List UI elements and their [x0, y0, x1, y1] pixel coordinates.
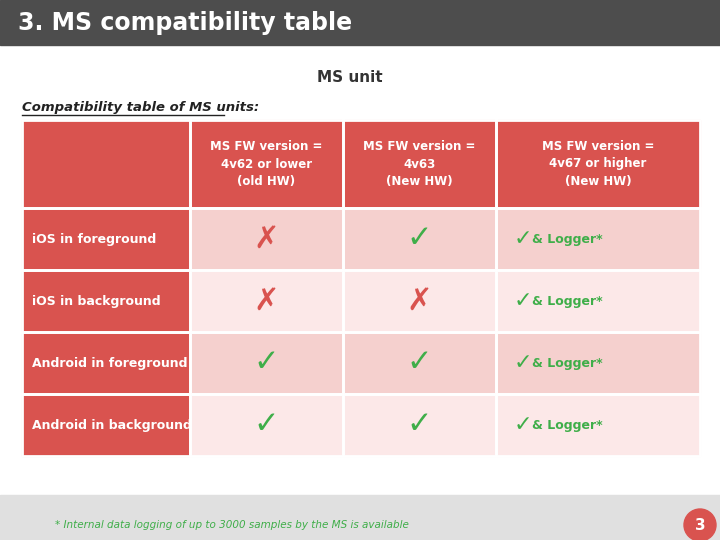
Bar — [343, 332, 496, 394]
Bar — [343, 270, 496, 332]
Bar — [190, 120, 343, 208]
Text: ✓: ✓ — [514, 415, 533, 435]
Text: ✓: ✓ — [407, 410, 432, 440]
Text: 3: 3 — [695, 517, 706, 532]
Text: ✓: ✓ — [407, 225, 432, 253]
Text: Android in background: Android in background — [32, 418, 192, 431]
Text: ✓: ✓ — [407, 348, 432, 377]
Text: MS unit: MS unit — [318, 71, 383, 85]
Bar — [343, 120, 496, 208]
Text: & Logger*: & Logger* — [532, 356, 603, 369]
Circle shape — [684, 509, 716, 540]
Text: & Logger*: & Logger* — [532, 418, 603, 431]
Bar — [496, 332, 700, 394]
Bar — [22, 120, 190, 208]
Bar — [190, 208, 343, 270]
Bar — [343, 332, 496, 394]
Bar — [190, 394, 343, 456]
Text: ✓: ✓ — [253, 410, 279, 440]
Bar — [22, 208, 190, 270]
Text: MS FW version =
4v63
(New HW): MS FW version = 4v63 (New HW) — [364, 139, 476, 188]
Bar — [0, 495, 720, 540]
Bar — [343, 208, 496, 270]
Text: ✓: ✓ — [514, 229, 533, 249]
Bar — [343, 270, 496, 332]
Text: Android in foreground: Android in foreground — [32, 356, 187, 369]
Bar — [343, 394, 496, 456]
Bar — [190, 270, 343, 332]
Bar — [190, 270, 343, 332]
Bar — [22, 270, 190, 332]
Bar — [496, 120, 700, 208]
Bar — [190, 332, 343, 394]
Bar — [496, 208, 700, 270]
Bar — [496, 394, 700, 456]
Bar — [190, 394, 343, 456]
Text: ✗: ✗ — [407, 287, 432, 315]
Bar — [22, 208, 190, 270]
Bar — [0, 0, 720, 45]
Bar — [22, 394, 190, 456]
Bar — [190, 208, 343, 270]
Bar — [343, 120, 496, 208]
Bar — [496, 120, 700, 208]
Text: MS FW version =
4v67 or higher
(New HW): MS FW version = 4v67 or higher (New HW) — [542, 139, 654, 188]
Bar — [22, 270, 190, 332]
Text: ✓: ✓ — [253, 348, 279, 377]
Bar — [22, 120, 190, 208]
Bar — [343, 394, 496, 456]
Bar — [190, 120, 343, 208]
Bar — [496, 208, 700, 270]
Text: iOS in background: iOS in background — [32, 294, 161, 307]
Text: & Logger*: & Logger* — [532, 233, 603, 246]
Text: ✓: ✓ — [514, 353, 533, 373]
Bar — [22, 332, 190, 394]
Bar — [496, 394, 700, 456]
Bar — [496, 270, 700, 332]
Bar — [496, 270, 700, 332]
Bar — [22, 332, 190, 394]
Text: * Internal data logging of up to 3000 samples by the MS is available: * Internal data logging of up to 3000 sa… — [55, 520, 409, 530]
Text: iOS in foreground: iOS in foreground — [32, 233, 156, 246]
Text: MS FW version =
4v62 or lower
(old HW): MS FW version = 4v62 or lower (old HW) — [210, 139, 323, 188]
Text: 3. MS compatibility table: 3. MS compatibility table — [18, 11, 352, 35]
Text: ✓: ✓ — [514, 291, 533, 311]
Bar — [343, 208, 496, 270]
Text: ✗: ✗ — [253, 287, 279, 315]
Bar — [190, 332, 343, 394]
Bar — [22, 394, 190, 456]
Text: ✗: ✗ — [253, 225, 279, 253]
Text: & Logger*: & Logger* — [532, 294, 603, 307]
Bar — [496, 332, 700, 394]
Text: Compatibility table of MS units:: Compatibility table of MS units: — [22, 102, 259, 114]
